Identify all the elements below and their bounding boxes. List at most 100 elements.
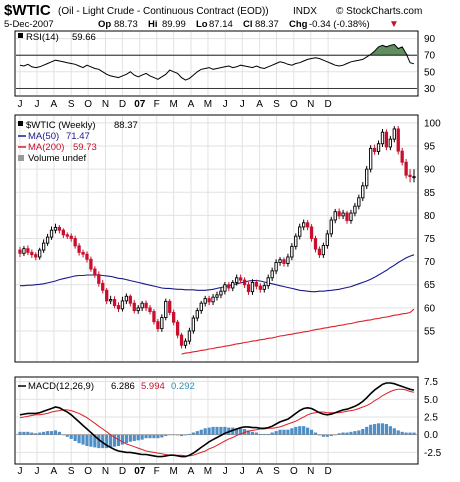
macd-histogram-bar-42 [183,434,188,436]
candle-body-49 [211,296,215,303]
rsi-legend-swatch [18,33,23,38]
x-axis-label-bottom-11: M [204,466,212,477]
macd-histogram-bar-89 [369,424,373,435]
rsi-panel [14,30,419,97]
candle-body-35 [156,321,160,330]
macd-histogram-bar-77 [321,434,325,437]
candle-body-81 [337,211,341,217]
macd-histogram-bar-8 [49,431,54,435]
candle-body-66 [278,259,282,263]
x-axis-label-bottom-12: J [223,466,228,477]
low-value: 87.14 [209,19,233,30]
price-ytick-6: 85 [424,188,436,199]
macd-histogram-bar-48 [207,427,211,435]
x-axis-label-bottom-0: J [18,466,23,477]
macd-histogram-bar-94 [388,426,392,435]
candle-body-45 [195,310,199,319]
x-axis: J J A S O N D 07 F M A M J J A S O N DJ J A S O N D 07 F M A M J J A S O N D [18,99,332,477]
macd-histogram-bar-21 [101,434,105,449]
candle-body-62 [262,285,266,290]
macd-histogram-bar-23 [109,434,113,448]
macd-histogram-bar-59 [250,431,255,435]
macd-histogram-bar-24 [112,434,117,447]
macd-histogram-bar-27 [124,434,128,444]
candle-body-26 [120,300,125,310]
chart-exchange: INDX [293,6,317,17]
candle-body-83 [345,212,349,221]
macd-histogram-bar-22 [105,434,109,449]
macd-histogram-bar-35 [156,434,160,439]
macd-histogram-bar-56 [239,428,243,435]
candle-body-39 [172,312,176,323]
macd-histogram-bar-97 [400,431,404,435]
macd-histogram-bar-19 [93,434,97,448]
rsi-ytick-0: 30 [424,84,436,95]
x-axis-label-bottom-4: O [84,466,92,477]
candle-body-94 [388,138,393,148]
chart-symbol: $WTIC [4,2,51,19]
candle-body-73 [305,222,310,228]
chart-name: (Oil - Light Crude - Continuous Contract… [58,6,269,17]
candle-body-41 [179,334,184,346]
macd-histogram-bar-44 [191,432,195,435]
histogram-legend-value: 0.292 [171,381,195,392]
candle-body-12 [65,234,69,237]
x-axis-label-bottom-2: A [51,466,58,477]
macd-histogram-bar-65 [274,431,278,435]
candle-body-63 [266,277,270,287]
candle-body-90 [372,147,377,153]
candle-body-36 [160,317,164,330]
macd-histogram-bar-83 [345,432,349,435]
macd-histogram-bar-80 [333,434,337,436]
rsi-ytick-1: 50 [424,67,436,78]
candle-body-47 [203,298,207,304]
macd-histogram-bar-85 [353,431,357,435]
candle-body-93 [384,131,389,148]
candle-body-70 [294,235,298,247]
macd-histogram-bar-75 [313,432,318,435]
candle-body-1 [22,248,26,254]
rsi-legend-label: RSI(14) [26,32,59,43]
x-axis-label-bottom-1: J [34,466,39,477]
rsi-legend: RSI(14) 59.66 [18,32,96,43]
macd-histogram-bar-82 [341,432,345,435]
macd-panel [14,376,419,465]
macd-histogram-bar-29 [132,434,136,442]
candle-body-89 [369,147,373,170]
macd-histogram-bar-61 [258,433,262,435]
candle-body-51 [219,290,223,296]
price-legend-value: 88.37 [114,120,138,131]
candle-body-32 [144,302,148,309]
candle-body-13 [69,235,73,239]
x-axis-label-bottom-10: A [188,466,195,477]
candle-body-23 [108,299,113,302]
macd-histogram-bar-39 [172,434,176,436]
candle-body-10 [57,226,62,231]
price-legend: $WTIC (Weekly) 88.37 MA(50) 71.47 MA(200… [18,120,138,164]
signal-legend-value: 5.994 [141,381,165,392]
x-axis-label-bottom-17: N [307,466,314,477]
candle-body-50 [215,294,219,298]
candle-body-68 [286,256,290,264]
macd-histogram-bar-57 [242,429,247,435]
x-axis-label-bottom-8: F [154,466,160,477]
candle-body-15 [77,245,81,253]
candle-body-3 [30,251,34,256]
macd-histogram-bar-72 [302,426,306,435]
macd-histogram-bar-17 [85,434,89,446]
macd-histogram-bar-31 [140,434,144,440]
macd-histogram-bar-62 [262,433,266,435]
candle-body-9 [53,226,58,231]
macd-histogram-bar-68 [286,429,290,435]
price-ytick-9: 100 [424,118,441,129]
ma50-legend-value: 71.47 [66,131,90,142]
x-axis-label-bottom-6: D [119,466,126,477]
candle-body-40 [175,321,180,336]
ma200-legend-label: MA(200) [28,142,64,153]
candle-body-64 [270,270,274,279]
rsi-ytick-3: 90 [424,34,436,45]
macd-histogram-bar-36 [160,434,164,438]
macd-histogram-bar-63 [266,433,270,435]
candle-body-84 [349,212,353,221]
x-axis-label-mid-6: D [119,99,126,110]
